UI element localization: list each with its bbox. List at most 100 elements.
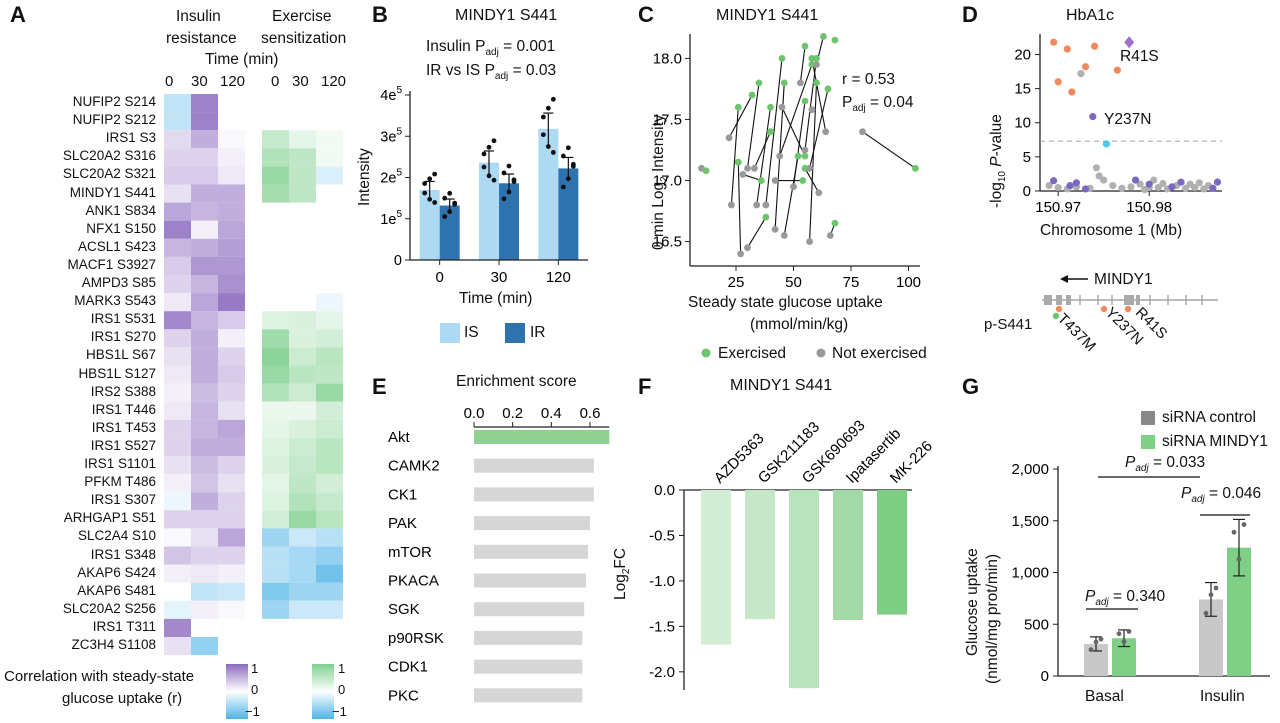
b-point bbox=[550, 150, 556, 155]
heatmap-cell-ir bbox=[191, 202, 218, 221]
c-pair-line bbox=[799, 46, 806, 83]
heatmap-row-label: IRS1 S270 bbox=[90, 329, 156, 345]
heatmap-cell-ir bbox=[164, 238, 191, 257]
d-xlabel: Chromosome 1 (Mb) bbox=[1040, 222, 1183, 239]
g-sig-basal: Padj = 0.340 bbox=[1085, 588, 1166, 609]
heatmap-row-label: NUFIP2 S214 bbox=[72, 94, 156, 109]
f-bar bbox=[833, 490, 863, 620]
b-legend-swatch-ir bbox=[505, 323, 525, 343]
heatmap-cell-ir bbox=[191, 148, 218, 167]
c-pair-line bbox=[809, 82, 818, 242]
c-point-not-exercised bbox=[771, 177, 779, 184]
d-xtick-label: 150.97 bbox=[1035, 199, 1081, 216]
e-bar bbox=[474, 630, 583, 645]
d-exon bbox=[1066, 295, 1071, 305]
f-ytick-label: -1.5 bbox=[649, 618, 675, 635]
c-point-exercised bbox=[778, 55, 786, 62]
heatmap-row-label: IRS1 T311 bbox=[92, 618, 156, 634]
d-annot-y237n: Y237N bbox=[1104, 111, 1152, 128]
c-point-exercised bbox=[912, 164, 919, 172]
heatmap-cell-ir bbox=[218, 365, 245, 384]
heatmap-cell-es bbox=[316, 347, 343, 366]
d-point-grey bbox=[1077, 69, 1085, 78]
c-pair-line bbox=[779, 64, 813, 157]
d-ytick-label: 20 bbox=[1014, 46, 1031, 63]
c-point-not-exercised bbox=[753, 201, 761, 209]
heatmap-cell-es bbox=[316, 582, 343, 601]
heatmap-cell-ir bbox=[191, 401, 218, 420]
legend-purple-tick-0: 0 bbox=[251, 682, 259, 697]
legend-green-tick-m1: −1 bbox=[332, 704, 347, 719]
heatmap-cell-ir bbox=[218, 600, 245, 619]
g-point bbox=[1121, 639, 1127, 645]
b-point bbox=[560, 153, 566, 159]
heatmap-cell-ir bbox=[191, 329, 218, 348]
heatmap-cell-ir bbox=[218, 383, 245, 402]
heatmap-cell-ir bbox=[164, 456, 191, 475]
heatmap-cell-es bbox=[316, 184, 343, 203]
c-point-not-exercised bbox=[822, 128, 830, 136]
b-point bbox=[422, 181, 428, 186]
heatmap-cell-ir bbox=[164, 401, 191, 420]
heatmap-cell-es bbox=[289, 293, 316, 312]
heatmap-cell-ir bbox=[164, 564, 191, 583]
d-point-purple bbox=[1050, 177, 1058, 185]
d-annot-r41s: R41S bbox=[1120, 48, 1159, 65]
d-ytick-label: 0 bbox=[1023, 183, 1031, 200]
c-pair-line bbox=[747, 216, 767, 248]
heatmap-cell-es bbox=[289, 365, 316, 384]
b-point bbox=[447, 190, 453, 196]
b-point bbox=[540, 114, 546, 120]
g-point bbox=[1208, 592, 1214, 598]
b-point bbox=[442, 195, 448, 201]
heatmap-cell-es bbox=[316, 437, 343, 456]
heatmap-cell-ir bbox=[218, 437, 245, 456]
heatmap-cell-ir bbox=[218, 347, 245, 366]
heatmap-row-label: IRS2 S388 bbox=[90, 383, 156, 399]
heatmap-row-label: SLC20A2 S316 bbox=[62, 148, 156, 164]
c-stat-r: r = 0.53 bbox=[842, 71, 895, 88]
d-point-diamond bbox=[1124, 36, 1135, 49]
b-bar-ir bbox=[439, 205, 460, 260]
time-tick-es-120: 120 bbox=[321, 73, 347, 90]
heatmap-cell-ir bbox=[164, 130, 191, 149]
c-point-exercised bbox=[820, 33, 827, 40]
heatmap-cell-es bbox=[289, 184, 316, 203]
e-kinase-label: PAK bbox=[388, 515, 417, 532]
heatmap-cell-es bbox=[289, 546, 316, 565]
d-site-ps441: p-S441 bbox=[984, 316, 1033, 333]
d-point-orange bbox=[1091, 42, 1099, 50]
heatmap-cell-ir bbox=[164, 112, 191, 131]
c-pair-line bbox=[728, 94, 753, 139]
c-point-not-exercised bbox=[801, 146, 809, 154]
c-point-not-exercised bbox=[826, 232, 834, 239]
f-ytick-label: -2.0 bbox=[649, 664, 675, 681]
legend-colorbar-green bbox=[312, 664, 334, 719]
g-point bbox=[1116, 631, 1122, 637]
d-site-dot-r41s bbox=[1124, 305, 1132, 313]
heatmap-cell-es bbox=[289, 437, 316, 456]
b-xlabel: Time (min) bbox=[459, 290, 533, 307]
heatmap-cell-ir bbox=[164, 637, 191, 656]
heatmap-cell-es bbox=[289, 582, 316, 601]
d-point-purple bbox=[1209, 184, 1217, 192]
e-xtick-label: 0.6 bbox=[580, 405, 601, 422]
heatmap-cell-es bbox=[262, 383, 289, 402]
heatmap-cell-es bbox=[262, 329, 289, 348]
heatmap-cell-es bbox=[316, 600, 343, 619]
heatmap-cell-es bbox=[316, 311, 343, 330]
heatmap-cell-ir bbox=[164, 202, 191, 221]
heatmap-cell-ir bbox=[191, 383, 218, 402]
heatmap-row-label: SLC2A4 S10 bbox=[77, 528, 156, 544]
c-stat-p: Padj = 0.04 bbox=[842, 94, 914, 115]
c-pair-line bbox=[765, 58, 783, 206]
heatmap-cell-ir bbox=[191, 419, 218, 438]
heatmap-cell-es bbox=[289, 329, 316, 348]
heatmap-cell-ir bbox=[164, 510, 191, 529]
heatmap-cell-es bbox=[262, 582, 289, 601]
e-bar bbox=[474, 602, 585, 617]
e-xtick-label: 0.2 bbox=[502, 405, 523, 422]
c-pair-line bbox=[811, 58, 827, 132]
